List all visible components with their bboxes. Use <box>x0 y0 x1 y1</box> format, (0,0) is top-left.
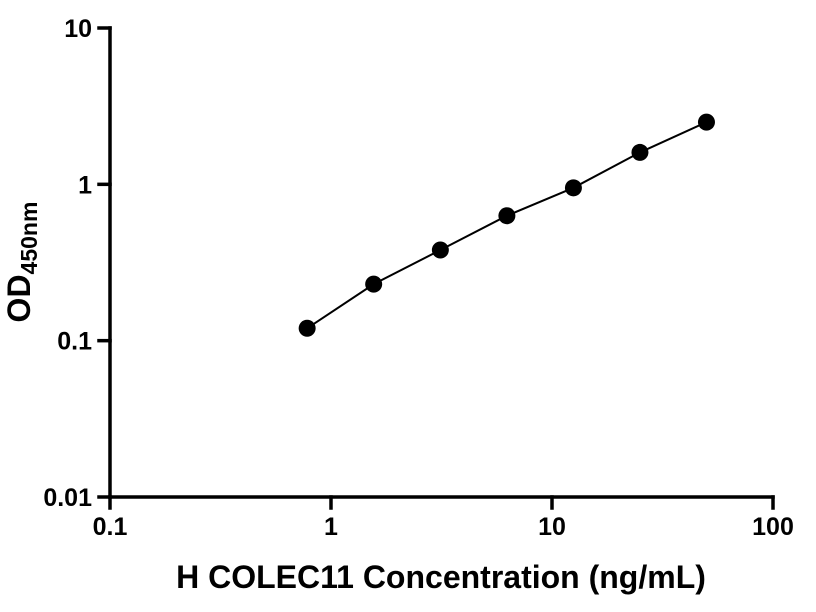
y-tick-label: 1 <box>78 171 92 199</box>
x-tick-label: 10 <box>538 513 566 541</box>
x-tick-label: 1 <box>324 513 338 541</box>
x-axis-title: H COLEC11 Concentration (ng/mL) <box>176 559 706 595</box>
data-point <box>431 241 449 259</box>
y-tick-label: 0.01 <box>43 484 92 512</box>
data-point <box>564 179 582 197</box>
x-tick-label: 0.1 <box>93 513 128 541</box>
data-layer <box>298 113 715 337</box>
y-tick-label: 10 <box>64 15 92 43</box>
data-point <box>498 207 516 225</box>
y-axis-title: OD450nm <box>1 202 42 323</box>
x-tick-label: 100 <box>752 513 794 541</box>
y-axis-title-sub: 450nm <box>16 202 42 275</box>
y-tick-label: 0.1 <box>57 328 92 356</box>
data-point <box>365 275 383 293</box>
data-point <box>298 319 316 337</box>
data-point <box>697 113 715 131</box>
data-point <box>631 143 649 161</box>
y-axis-title-main: OD <box>1 274 37 322</box>
